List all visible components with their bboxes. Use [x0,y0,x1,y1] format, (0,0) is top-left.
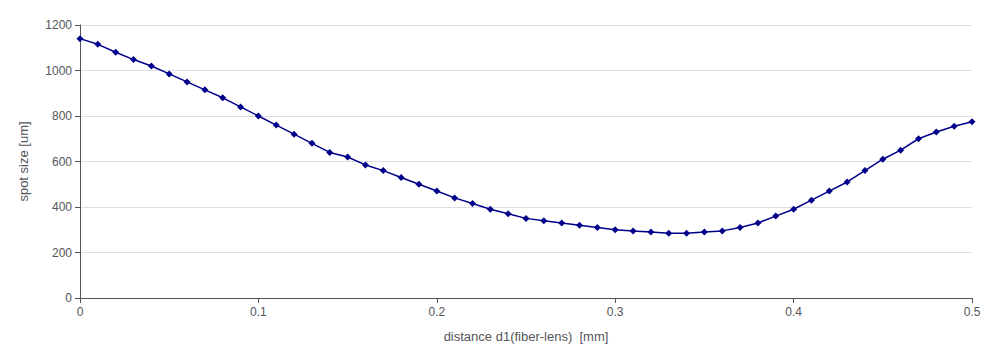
svg-text:0.4: 0.4 [785,305,802,319]
svg-text:200: 200 [52,246,72,260]
svg-text:400: 400 [52,200,72,214]
svg-text:0.5: 0.5 [964,305,981,319]
svg-text:0.1: 0.1 [250,305,267,319]
svg-text:0.3: 0.3 [607,305,624,319]
svg-text:1000: 1000 [45,64,72,78]
svg-text:0: 0 [77,305,84,319]
svg-text:distance d1(fiber-lens) [mm]: distance d1(fiber-lens) [mm] [444,329,609,344]
svg-text:0: 0 [65,291,72,305]
svg-text:spot size [um]: spot size [um] [16,121,31,201]
svg-text:0.2: 0.2 [428,305,445,319]
svg-text:800: 800 [52,109,72,123]
svg-text:1200: 1200 [45,18,72,32]
svg-text:600: 600 [52,155,72,169]
